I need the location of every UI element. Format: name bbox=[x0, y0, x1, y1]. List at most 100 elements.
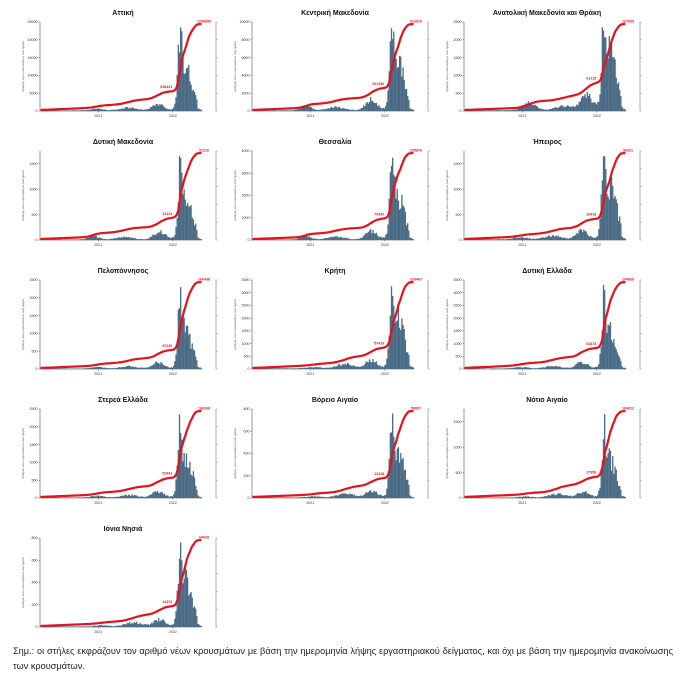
daily-bar bbox=[395, 58, 397, 111]
x-tick-label: 2021 bbox=[94, 114, 102, 118]
footnote: Σημ.: οι στήλες εκφράζουν τον αριθμό νέω… bbox=[13, 646, 673, 671]
daily-bar bbox=[199, 625, 201, 627]
daily-bar bbox=[608, 448, 610, 498]
daily-bar bbox=[311, 107, 313, 111]
cumulative-line bbox=[252, 151, 414, 241]
daily-bar bbox=[58, 110, 60, 111]
y-tick-label: 500 bbox=[32, 478, 38, 482]
daily-bar bbox=[167, 495, 169, 498]
daily-bar bbox=[380, 366, 382, 369]
daily-bar bbox=[324, 109, 327, 111]
daily-bar bbox=[132, 366, 134, 369]
daily-bar bbox=[577, 105, 579, 111]
daily-bar bbox=[529, 104, 532, 111]
daily-bar bbox=[153, 105, 155, 111]
daily-bar bbox=[299, 497, 301, 498]
x-tick-label: 2022 bbox=[381, 372, 389, 376]
daily-bar bbox=[169, 496, 171, 498]
daily-bar bbox=[619, 216, 621, 240]
daily-bar bbox=[367, 362, 370, 369]
daily-bar bbox=[366, 361, 368, 369]
daily-bar bbox=[503, 239, 505, 240]
daily-bar bbox=[49, 626, 51, 627]
daily-bar bbox=[394, 54, 396, 111]
daily-bar bbox=[591, 367, 593, 369]
daily-bar bbox=[170, 237, 173, 240]
daily-bar bbox=[108, 110, 110, 111]
daily-bar bbox=[365, 233, 367, 240]
daily-bar bbox=[541, 237, 543, 240]
daily-bar bbox=[595, 496, 598, 498]
daily-bar bbox=[479, 497, 481, 498]
daily-bar bbox=[549, 236, 551, 240]
y-axis-label: Αριθμός νέων κρουσμάτων ανά ημέρα bbox=[21, 41, 25, 92]
daily-bar bbox=[484, 110, 487, 111]
daily-bar bbox=[412, 367, 415, 369]
daily-bar bbox=[174, 618, 176, 627]
daily-bar bbox=[536, 497, 539, 498]
daily-bar bbox=[107, 239, 109, 240]
y-tick-label: 20000 bbox=[28, 38, 38, 42]
daily-bar bbox=[585, 491, 587, 498]
daily-bar bbox=[379, 236, 381, 240]
daily-bar bbox=[151, 365, 153, 369]
daily-bar bbox=[403, 80, 405, 111]
daily-bar bbox=[156, 621, 159, 627]
daily-bar bbox=[82, 497, 85, 498]
daily-bar bbox=[545, 367, 547, 369]
daily-bar bbox=[130, 237, 132, 240]
daily-bar bbox=[373, 490, 375, 498]
daily-bar bbox=[521, 105, 524, 111]
y-tick-label: 10000 bbox=[28, 74, 38, 78]
daily-bar bbox=[186, 467, 189, 498]
daily-bar bbox=[285, 368, 287, 369]
daily-bar bbox=[346, 238, 349, 240]
daily-bar bbox=[99, 496, 101, 498]
daily-bar bbox=[70, 626, 72, 627]
daily-bar bbox=[163, 620, 166, 627]
daily-bar bbox=[517, 367, 519, 369]
daily-bar bbox=[613, 338, 615, 369]
daily-bar bbox=[181, 560, 183, 627]
daily-bar bbox=[579, 101, 582, 111]
daily-bar bbox=[341, 108, 343, 111]
daily-bar bbox=[602, 439, 605, 498]
daily-bar bbox=[174, 491, 176, 498]
daily-bar bbox=[316, 109, 319, 111]
daily-bar bbox=[82, 110, 85, 111]
daily-bar bbox=[198, 624, 200, 627]
daily-bar bbox=[593, 102, 595, 111]
daily-bar bbox=[95, 235, 97, 240]
daily-bar bbox=[88, 109, 90, 111]
daily-bar bbox=[509, 497, 511, 498]
daily-bar bbox=[607, 58, 609, 111]
daily-bar bbox=[85, 110, 87, 111]
daily-bar bbox=[539, 497, 541, 498]
daily-bar bbox=[83, 626, 86, 627]
daily-bar bbox=[176, 218, 178, 240]
final-value-label: 194839 bbox=[622, 278, 634, 282]
daily-bar bbox=[132, 237, 134, 240]
daily-bar bbox=[124, 624, 126, 627]
y-tick-label: 500 bbox=[456, 354, 462, 358]
daily-bar bbox=[335, 236, 337, 240]
daily-bar bbox=[117, 108, 119, 111]
daily-bar bbox=[102, 109, 104, 111]
daily-bar bbox=[495, 239, 497, 240]
daily-bar bbox=[167, 366, 169, 369]
daily-bar bbox=[600, 194, 602, 240]
daily-bar bbox=[365, 103, 367, 111]
daily-bar bbox=[269, 497, 271, 498]
daily-bar bbox=[168, 496, 170, 498]
daily-bar bbox=[387, 224, 389, 240]
daily-bar bbox=[169, 625, 171, 627]
daily-bar bbox=[579, 362, 582, 369]
daily-bar bbox=[396, 188, 398, 240]
daily-bar bbox=[539, 238, 541, 240]
daily-bar bbox=[351, 493, 353, 498]
daily-bar bbox=[366, 102, 368, 111]
daily-bar bbox=[344, 493, 346, 498]
daily-bar bbox=[189, 461, 191, 498]
daily-bar bbox=[73, 626, 75, 627]
daily-bar bbox=[127, 365, 130, 369]
